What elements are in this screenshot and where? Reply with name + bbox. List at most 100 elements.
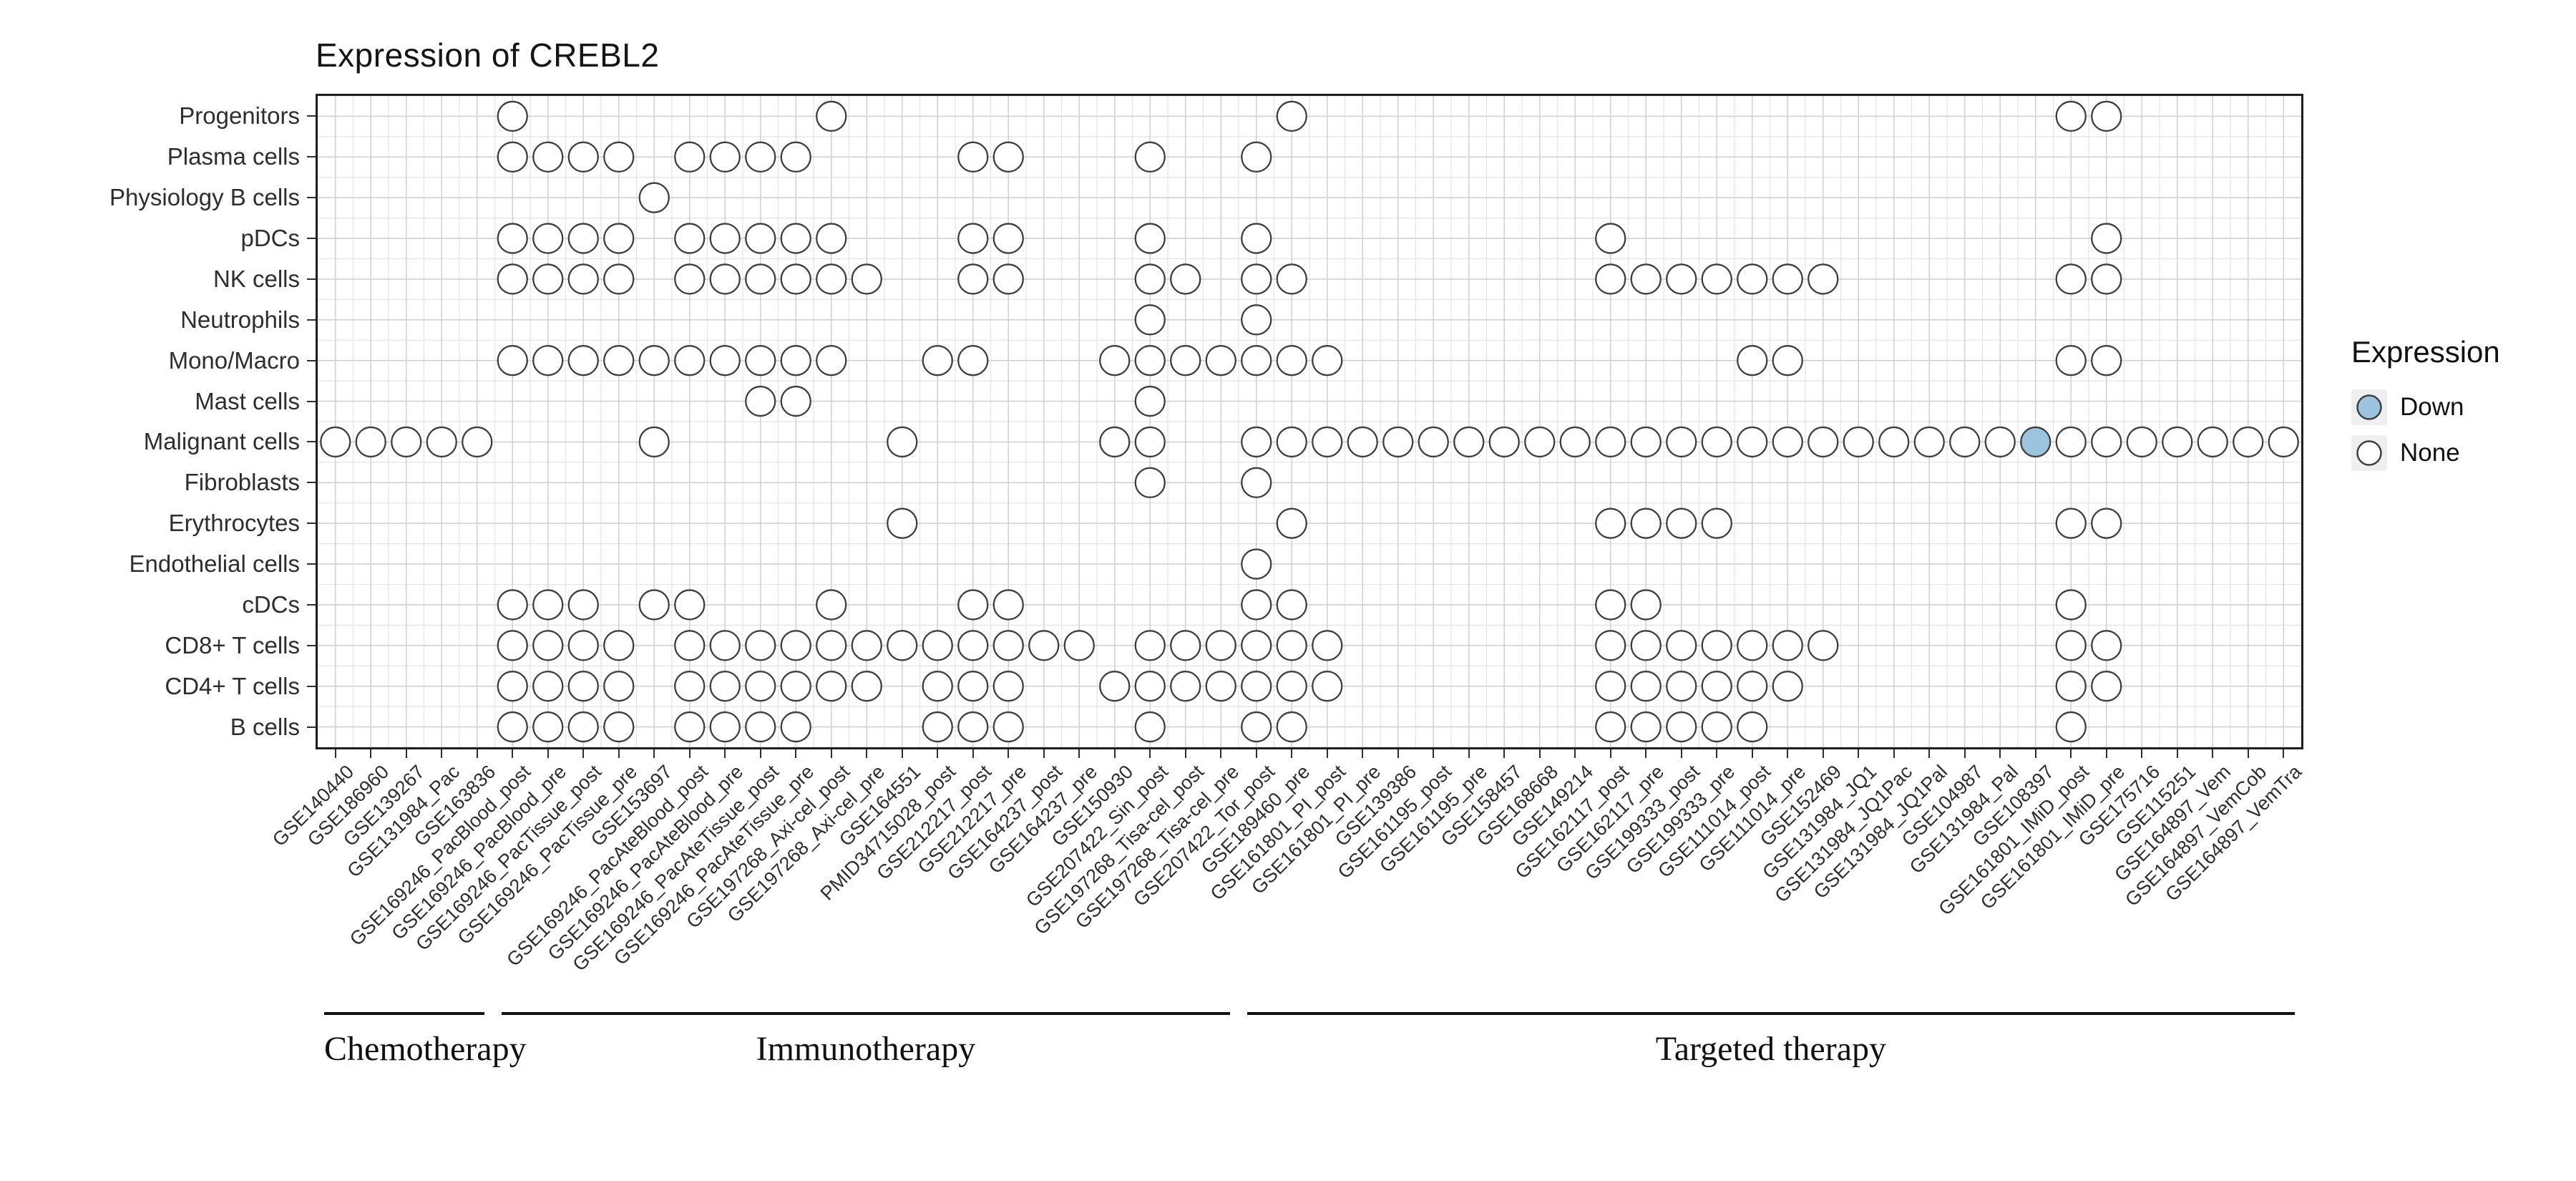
row-label-fibroblasts: Fibroblasts (184, 469, 300, 496)
x-tick (688, 749, 691, 758)
legend-title: Expression (2351, 335, 2500, 369)
expression-dot-none (957, 223, 989, 254)
expression-dot-none (1772, 630, 1803, 661)
x-tick (618, 749, 620, 758)
expression-dot-none (1170, 630, 1201, 661)
group-line-immunotherapy (502, 1012, 1230, 1015)
expression-dot-none (426, 426, 457, 458)
expression-dot-none (1595, 263, 1626, 295)
expression-dot-none (1595, 507, 1626, 539)
row-label-b-cells: B cells (230, 713, 300, 740)
expression-dot-none (1134, 385, 1166, 417)
y-tick (307, 523, 316, 525)
y-tick (307, 359, 316, 361)
expression-dot-none (816, 630, 847, 661)
legend: Expression Down None (2351, 335, 2500, 481)
x-tick (1574, 749, 1576, 758)
expression-dot-none (1807, 426, 1839, 458)
expression-dot-none (1099, 426, 1131, 458)
expression-dot-none (2091, 630, 2122, 661)
x-tick (547, 749, 549, 758)
row-label-pdcs: pDCs (240, 225, 300, 252)
x-tick (1503, 749, 1506, 758)
x-tick (1220, 749, 1222, 758)
expression-dot-none (922, 345, 953, 376)
x-tick (1008, 749, 1010, 758)
expression-dot-none (532, 263, 564, 295)
row-label-mast-cells: Mast cells (195, 387, 300, 414)
expression-dot-none (497, 589, 528, 621)
legend-item-none: None (2351, 435, 2500, 471)
row-label-neutrophils: Neutrophils (180, 306, 300, 333)
expression-dot-none (745, 345, 776, 376)
expression-dot-none (567, 711, 599, 743)
x-tick (1716, 749, 1718, 758)
x-tick (1149, 749, 1151, 758)
expression-dot-none (2091, 671, 2122, 702)
expression-dot-none (567, 263, 599, 295)
expression-dot-none (1382, 426, 1414, 458)
expression-dot-none (1134, 345, 1166, 376)
expression-dot-none (709, 223, 741, 254)
expression-dot-none (1312, 426, 1343, 458)
group-label-targeted-therapy: Targeted therapy (1655, 1030, 1887, 1068)
expression-dot-none (1984, 426, 2016, 458)
expression-dot-none (1241, 467, 1272, 498)
expression-dot-down (2020, 426, 2051, 458)
expression-dot-none (851, 263, 882, 295)
expression-dot-none (745, 671, 776, 702)
x-tick (2283, 749, 2285, 758)
expression-dot-none (780, 385, 811, 417)
row-label-mono-macro: Mono/Macro (168, 346, 300, 374)
expression-dot-none (1913, 426, 1945, 458)
expression-dot-none (674, 671, 706, 702)
x-tick (1078, 749, 1080, 758)
expression-dot-none (1205, 671, 1236, 702)
expression-dot-none (1312, 345, 1343, 376)
expression-dot-none (674, 141, 706, 172)
expression-dot-none (1099, 345, 1131, 376)
x-tick (1928, 749, 1931, 758)
expression-dot-none (1772, 671, 1803, 702)
x-tick (370, 749, 372, 758)
expression-dot-none (1276, 426, 1307, 458)
row-label-plasma-cells: Plasma cells (167, 143, 300, 170)
expression-dot-none (2055, 345, 2087, 376)
expression-dot-none (2055, 263, 2087, 295)
expression-dot-none (1595, 223, 1626, 254)
x-tick (512, 749, 514, 758)
y-tick (307, 563, 316, 565)
x-tick (1822, 749, 1824, 758)
expression-dot-none (1630, 589, 1662, 621)
expression-dot-none (1772, 426, 1803, 458)
row-label-physiology-b-cells: Physiology B cells (109, 184, 300, 211)
expression-dot-none (992, 263, 1024, 295)
expression-dot-none (638, 426, 670, 458)
y-tick (307, 197, 316, 199)
expression-dot-none (1134, 141, 1166, 172)
expression-dot-none (1134, 426, 1166, 458)
x-tick (405, 749, 407, 758)
expression-dot-none (2055, 426, 2087, 458)
expression-dot-none (497, 263, 528, 295)
legend-key-down (2351, 389, 2387, 425)
expression-dot-none (1170, 671, 1201, 702)
expression-dot-none (497, 711, 528, 743)
expression-dot-none (1276, 630, 1307, 661)
expression-dot-none (532, 345, 564, 376)
expression-dot-none (1276, 100, 1307, 132)
expression-dot-none (1170, 263, 1201, 295)
expression-dot-none (2055, 671, 2087, 702)
chart-title: Expression of CREBL2 (316, 37, 660, 74)
x-tick (1043, 749, 1045, 758)
y-tick (307, 238, 316, 240)
expression-dot-none (567, 671, 599, 702)
expression-dot-none (2091, 100, 2122, 132)
expression-dot-none (745, 630, 776, 661)
expression-dot-none (603, 141, 635, 172)
expression-dot-none (1666, 671, 1697, 702)
x-tick (2141, 749, 2143, 758)
expression-dot-none (1630, 263, 1662, 295)
x-tick (441, 749, 443, 758)
expression-dot-none (674, 223, 706, 254)
